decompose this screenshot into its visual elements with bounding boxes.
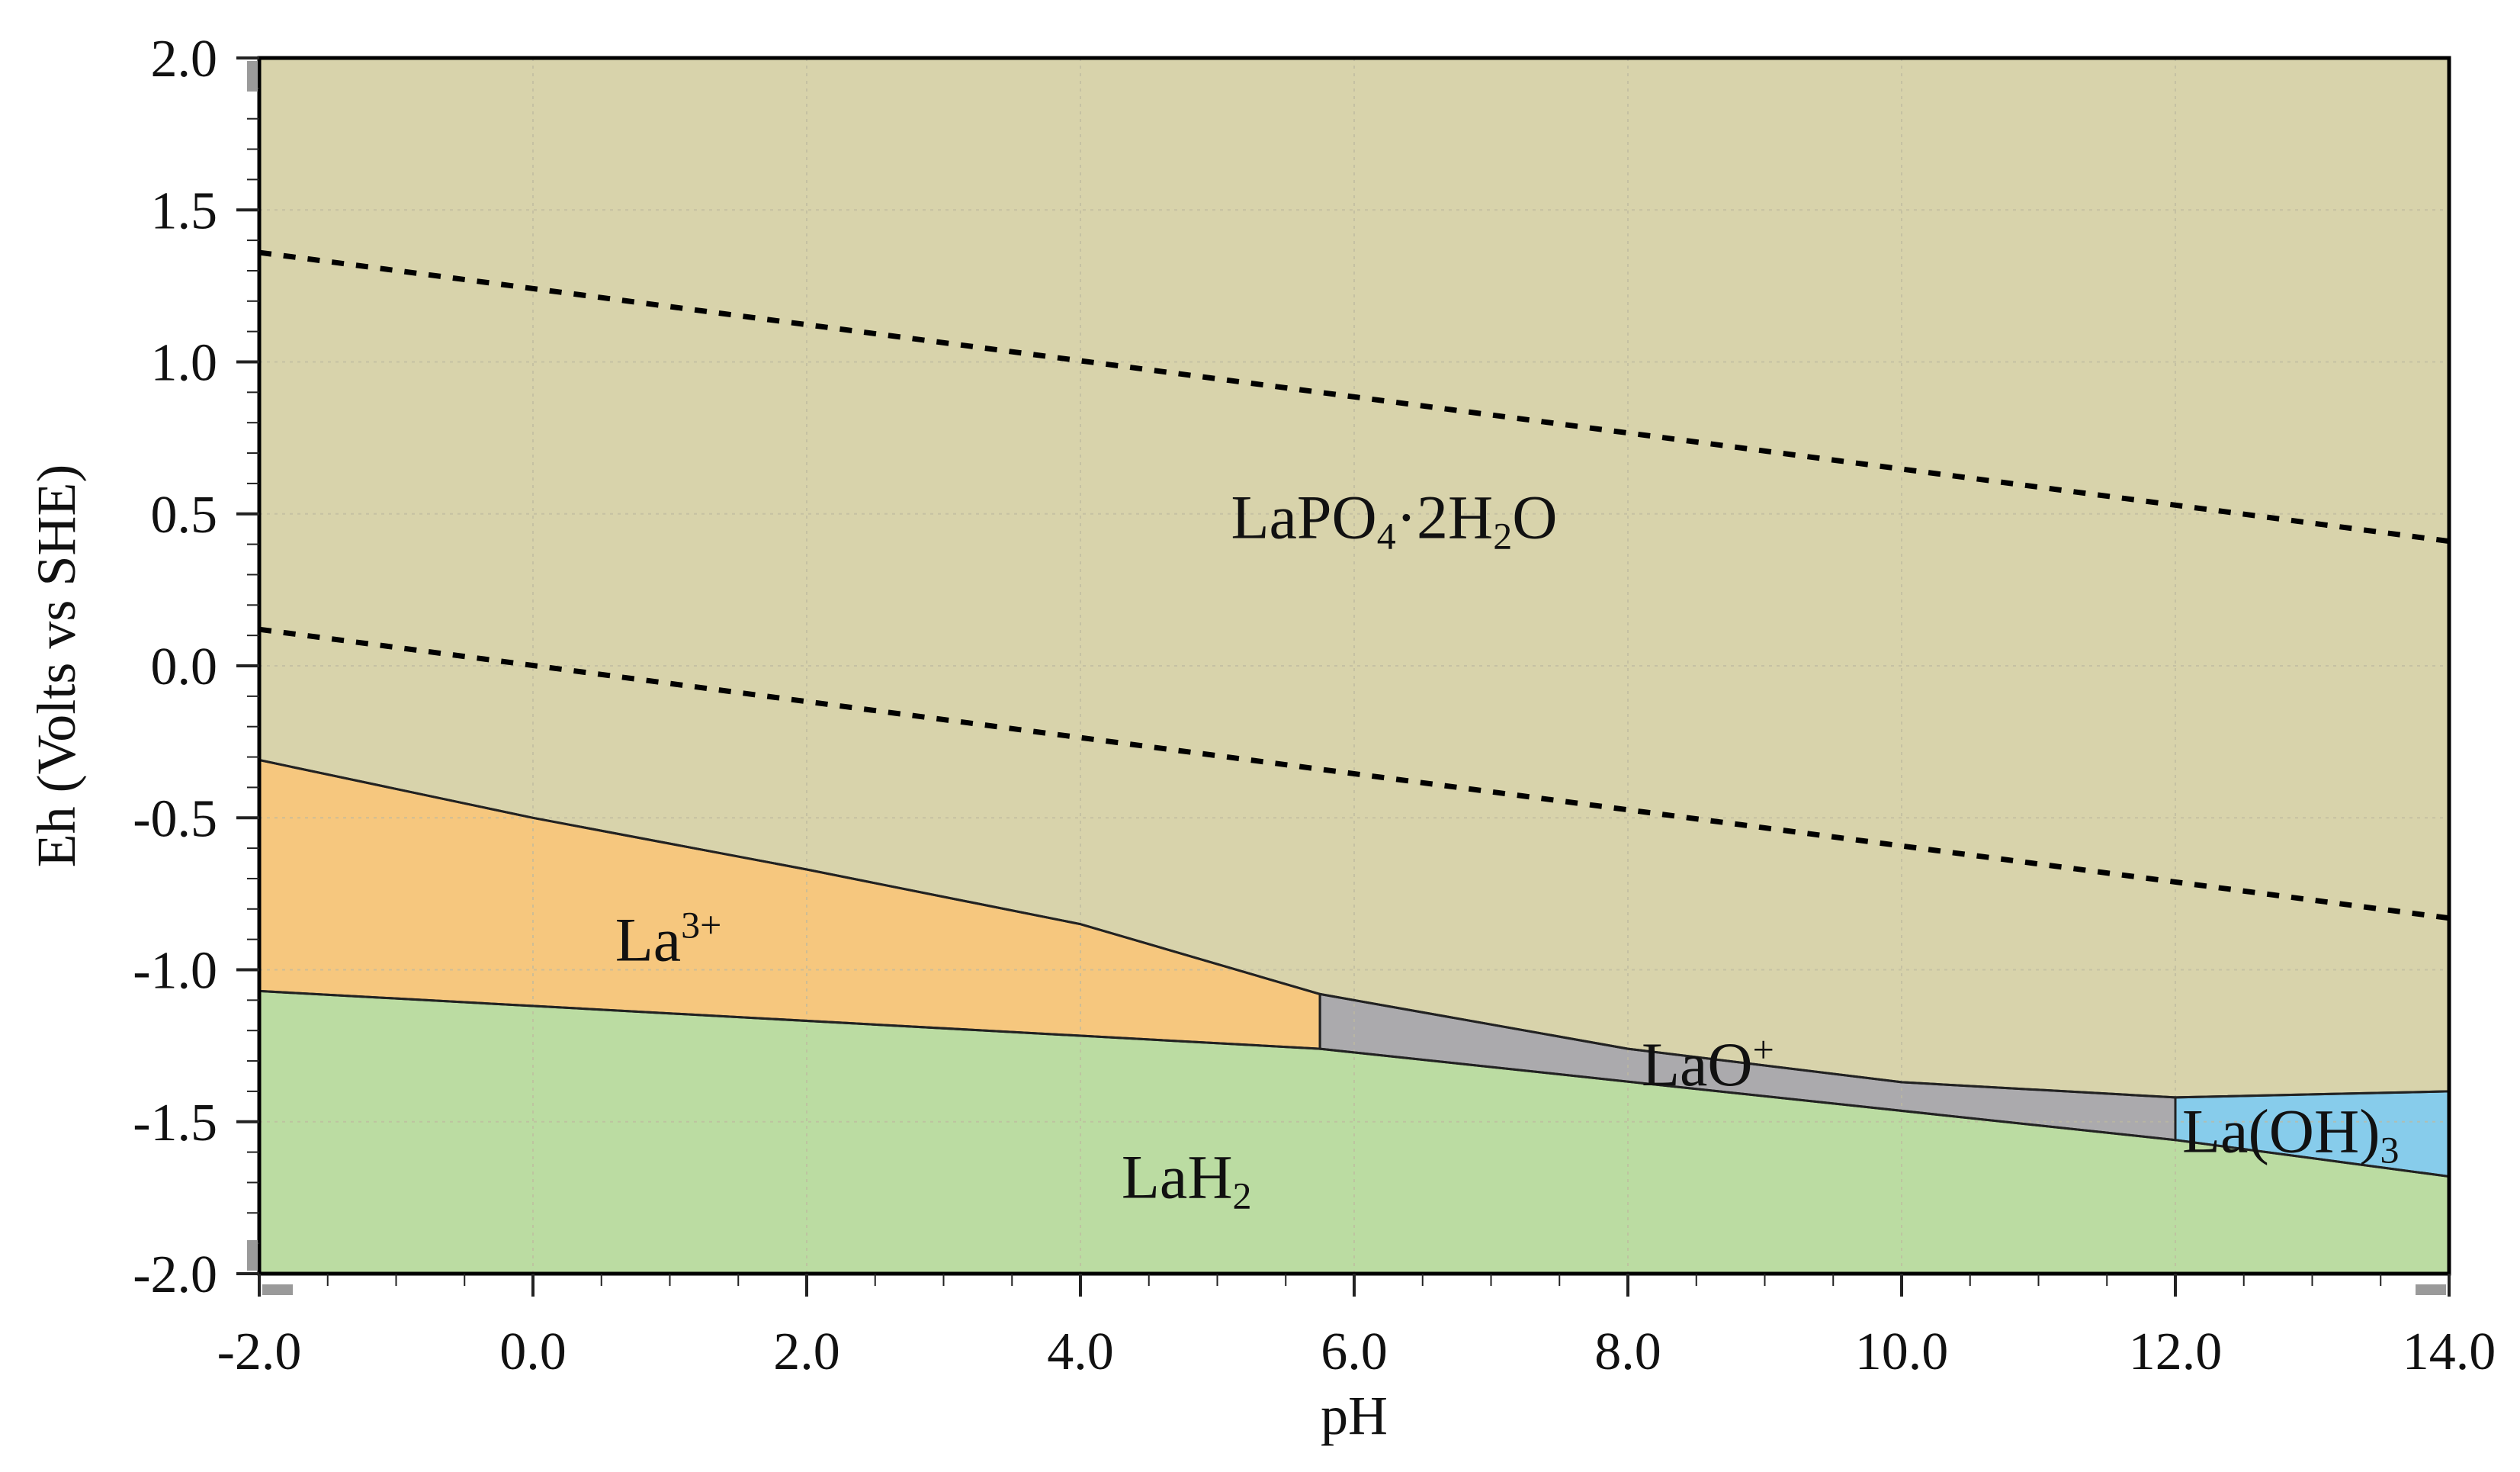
- region-label-part: O: [1512, 483, 1557, 552]
- region-label-part: 3: [2380, 1129, 2400, 1171]
- region-label-part: 3+: [681, 904, 721, 947]
- y-tick-label: -2.0: [133, 1245, 217, 1304]
- y-tick-label: -1.0: [133, 942, 217, 1001]
- handle-bottom-right: [2416, 1284, 2446, 1295]
- region-label-part: ·2H: [1396, 483, 1494, 552]
- handle-top-left: [247, 61, 258, 92]
- region-label-lah2: LaH2: [1122, 1142, 1252, 1216]
- region-label-part: LaH: [1122, 1142, 1233, 1211]
- region-label-part: La: [615, 905, 681, 975]
- region-label-part: 2: [1493, 515, 1512, 558]
- x-tick-label: 0.0: [499, 1323, 567, 1381]
- y-tick-label: 0.0: [151, 638, 218, 696]
- region-label-la3: La3+: [615, 904, 722, 975]
- region-border-la-oh-3: [2174, 1090, 2449, 1178]
- y-axis-title: Eh (Volts vs SHE): [26, 464, 87, 868]
- y-tick-label: 1.5: [151, 182, 218, 240]
- handle-bottom-left: [247, 1240, 258, 1271]
- region-la-oh-3: [2175, 1091, 2449, 1177]
- x-axis-title: pH: [1321, 1385, 1388, 1446]
- region-label-part: La(OH): [2182, 1097, 2380, 1166]
- region-label-part: LaPO: [1231, 483, 1376, 552]
- x-tick-label: -2.0: [217, 1323, 302, 1381]
- region-label-part: 4: [1377, 515, 1396, 558]
- handle-bottom-left-x: [262, 1284, 293, 1295]
- x-tick-label: 4.0: [1047, 1323, 1114, 1381]
- x-tick-label: 6.0: [1321, 1323, 1388, 1381]
- x-tick-label: 14.0: [2403, 1323, 2496, 1381]
- region-label-part: +: [1753, 1028, 1774, 1071]
- region-label-lapo4-2h2o: LaPO4·2H2O: [1231, 483, 1557, 558]
- x-tick-label: 2.0: [773, 1323, 840, 1381]
- y-tick-label: 0.5: [151, 486, 218, 545]
- dashed-line-water-reduction: [258, 626, 2450, 921]
- region-label-lao: LaO+: [1642, 1028, 1774, 1099]
- region-lao: [1320, 994, 2175, 1140]
- x-tick-label: 8.0: [1594, 1323, 1661, 1381]
- dashed-line-water-oxidation: [258, 249, 2450, 545]
- region-label-part: LaO: [1642, 1030, 1753, 1099]
- region-border-lah2: [259, 989, 2449, 1274]
- y-tick-label: -0.5: [133, 789, 217, 848]
- region-label-part: 2: [1233, 1174, 1252, 1216]
- region-la3: [259, 760, 1321, 1049]
- region-label-la-oh-3: La(OH)3: [2182, 1097, 2400, 1171]
- y-tick-label: -1.5: [133, 1094, 217, 1152]
- y-tick-label: 1.0: [151, 334, 218, 393]
- x-tick-label: 10.0: [1855, 1323, 1949, 1381]
- x-tick-label: 12.0: [2129, 1323, 2223, 1381]
- y-tick-label: 2.0: [151, 30, 218, 88]
